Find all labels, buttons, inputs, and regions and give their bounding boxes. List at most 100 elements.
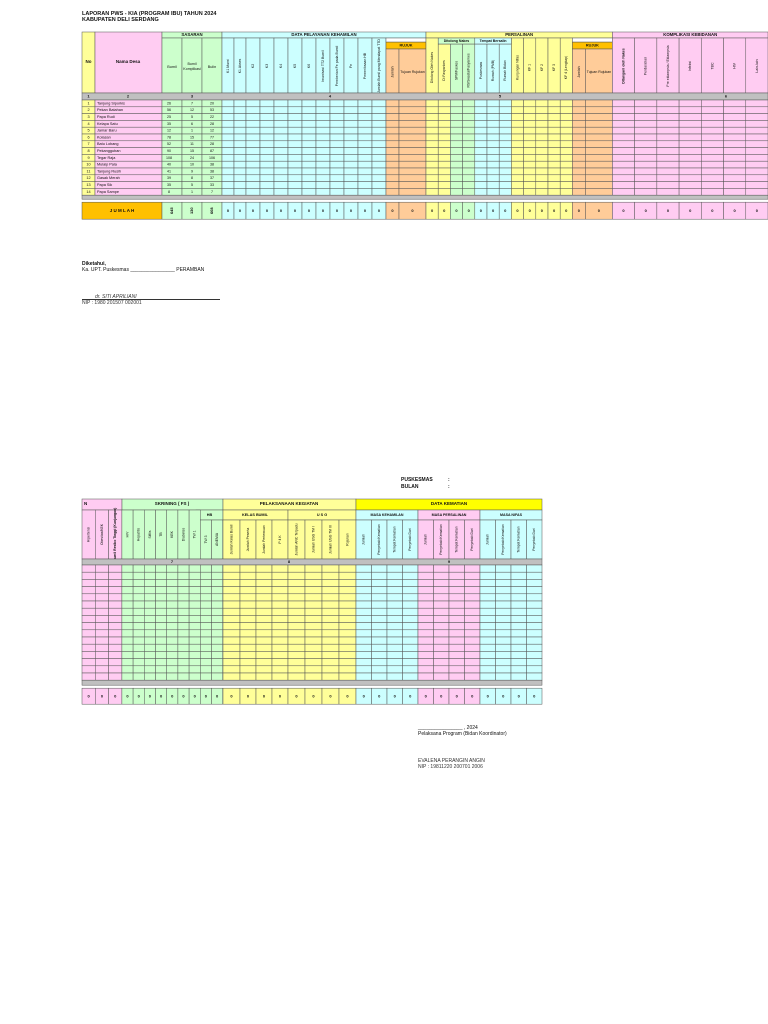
table-cell xyxy=(495,622,512,631)
persalinan-col-text: Rumah (PMB) xyxy=(491,60,495,81)
bottom-total-cell xyxy=(526,687,543,705)
masa-persalinan-text: MASA PERSALINAN xyxy=(432,513,467,517)
bottom-index-row xyxy=(81,558,543,566)
table-cell xyxy=(166,672,179,681)
index-cell: 6 xyxy=(725,94,728,99)
table-cell xyxy=(321,579,340,587)
table-cell xyxy=(155,564,167,573)
table-cell xyxy=(188,564,201,573)
total-zero: 0 xyxy=(364,208,367,213)
table-cell xyxy=(108,607,123,616)
persalinan-col-text: KF 1 xyxy=(528,64,532,71)
table-cell xyxy=(526,651,543,659)
row-bulin: 22 xyxy=(210,115,214,119)
table-cell xyxy=(448,600,465,609)
table-cell xyxy=(321,622,340,631)
table-cell xyxy=(433,564,450,573)
table-cell xyxy=(402,564,419,573)
table-cell xyxy=(255,607,273,616)
table-cell xyxy=(200,615,212,623)
row-desa: Mulaip Pala xyxy=(97,163,118,167)
bottom-total-zero: 0 xyxy=(171,693,174,698)
table-cell xyxy=(81,629,96,638)
table-cell xyxy=(338,564,357,573)
table-cell xyxy=(510,658,527,667)
table-cell xyxy=(448,636,465,645)
table-cell xyxy=(166,615,179,623)
table-cell xyxy=(239,629,257,638)
table-cell xyxy=(255,564,273,573)
total-zero: 0 xyxy=(431,208,434,213)
table-cell xyxy=(304,564,323,573)
table-cell xyxy=(239,607,257,616)
table-cell xyxy=(255,643,273,652)
table-cell xyxy=(222,636,241,645)
table-cell xyxy=(287,651,306,659)
skrining-group-text: SKRINING ( FS ) xyxy=(155,501,190,506)
komplikasi-col-text: Infeksi xyxy=(688,61,692,71)
bottom-col-text: TW 3 xyxy=(204,535,208,543)
kehamilan-col-text: Pemeriksaan HB xyxy=(363,52,367,79)
bottom-col-text: Hepatitis xyxy=(137,528,141,541)
table-cell xyxy=(108,571,123,580)
komplikasi-col-text: Pre eklampsia / Eklampsia xyxy=(666,45,670,86)
table-cell xyxy=(108,622,123,631)
table-cell xyxy=(321,629,340,638)
table-cell xyxy=(132,571,145,580)
kehamilan-col-text: K5 xyxy=(293,64,297,68)
table-cell xyxy=(200,579,212,587)
kelas-bumil-text: KELAS BUMIL xyxy=(242,513,269,517)
table-cell xyxy=(144,629,156,638)
table-cell xyxy=(95,593,109,602)
table-cell xyxy=(371,571,388,580)
table-cell xyxy=(402,622,419,631)
table-cell xyxy=(177,615,190,623)
table-cell xyxy=(132,672,145,681)
table-cell xyxy=(200,600,212,609)
index-cell: 4 xyxy=(329,94,332,99)
tempat-bersalin-group xyxy=(474,37,512,45)
table-cell xyxy=(386,571,403,580)
kehamilan-col-text: K4 xyxy=(279,64,283,68)
table-cell xyxy=(355,593,372,602)
kehamilan-col-text: K2 xyxy=(251,64,255,68)
table-cell xyxy=(188,600,201,609)
table-cell xyxy=(132,629,145,638)
table-cell xyxy=(495,579,512,587)
table-cell xyxy=(121,665,134,674)
table-cell xyxy=(144,579,156,587)
table-cell xyxy=(200,593,212,602)
table-cell xyxy=(495,658,512,667)
table-cell xyxy=(239,658,257,667)
bottom-col-text: ANEMIA xyxy=(215,532,219,546)
table-cell xyxy=(144,636,156,645)
table-cell xyxy=(338,593,357,602)
table-cell xyxy=(321,564,340,573)
bottom-total-zero: 0 xyxy=(533,693,536,698)
bottom-total-zero: 0 xyxy=(279,693,282,698)
table-cell xyxy=(188,579,201,587)
row-bumil-komplikasi: 9 xyxy=(191,169,193,173)
bottom-total-zero: 0 xyxy=(456,693,459,698)
table-cell xyxy=(222,593,241,602)
table-cell xyxy=(255,571,273,580)
table-cell xyxy=(417,629,434,638)
table-cell xyxy=(271,615,289,623)
table-cell xyxy=(255,665,273,674)
rujuk-col-text: Jumlah xyxy=(390,66,394,77)
table-cell xyxy=(144,607,156,616)
table-cell xyxy=(255,636,273,645)
table-cell xyxy=(526,658,543,667)
table-cell xyxy=(371,600,388,609)
table-cell xyxy=(81,586,96,595)
table-cell xyxy=(386,672,403,681)
table-cell xyxy=(144,571,156,580)
komplikasi-group-text: KOMPLIKASI KEBIDANAN xyxy=(663,32,717,37)
table-cell xyxy=(144,672,156,681)
kematian-group-text: DATA KEMATIAN xyxy=(431,501,467,506)
table-cell xyxy=(448,571,465,580)
row-bulin: 20 xyxy=(210,101,214,105)
table-cell xyxy=(287,629,306,638)
table-cell xyxy=(355,586,372,595)
table-cell xyxy=(211,636,223,645)
